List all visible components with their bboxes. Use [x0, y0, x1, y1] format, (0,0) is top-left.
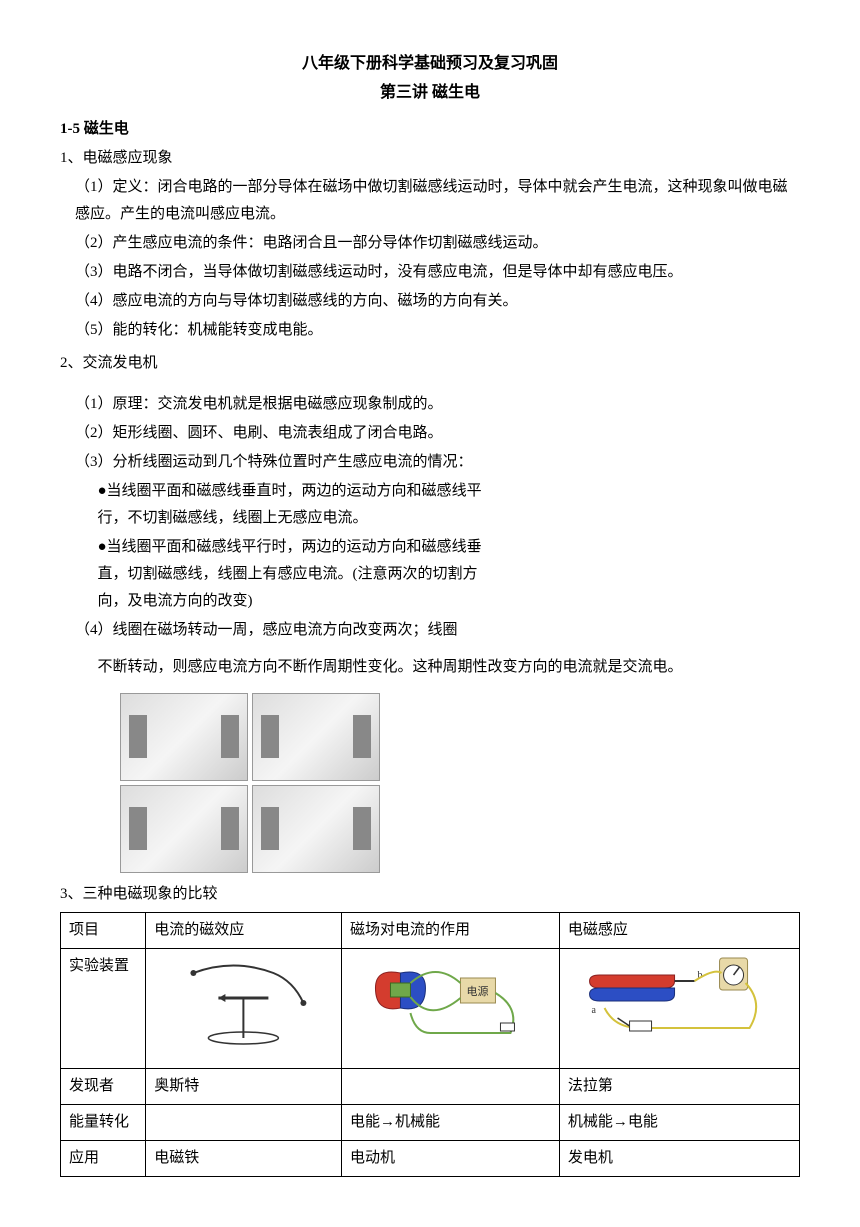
generator-bullet-1: ●当线圈平面和磁感线垂直时，两边的运动方向和磁感线平行，不切割磁感线，线圈上无感…: [60, 478, 504, 532]
table-application-row: 应用 电磁铁 电动机 发电机: [61, 1140, 800, 1176]
device-oersted: [146, 948, 342, 1068]
table-device-row: 实验装置 电源: [61, 948, 800, 1068]
app-c1: 电磁铁: [146, 1140, 342, 1176]
th-magnetic-effect: 电流的磁效应: [146, 912, 342, 948]
app-c3: 发电机: [559, 1140, 799, 1176]
device-motor: 电源: [341, 948, 559, 1068]
motor-svg: 电源: [350, 953, 551, 1053]
generator-g2: （2）矩形线圈、圆环、电刷、电流表组成了闭合电路。: [60, 420, 800, 447]
generator-diagram-cell-1: [120, 693, 248, 781]
device-generator: b a: [559, 948, 799, 1068]
generator-diagram-cell-3: [120, 785, 248, 873]
item-2-title: 2、交流发电机: [60, 350, 800, 377]
item-1-title: 1、电磁感应现象: [60, 145, 800, 172]
definition-p1: （1）定义：闭合电路的一部分导体在磁场中做切割磁感线运动时，导体中就会产生电流，…: [60, 174, 800, 228]
doc-title-1: 八年级下册科学基础预习及复习巩固: [60, 50, 800, 79]
open-circuit-p3: （3）电路不闭合，当导体做切割磁感线运动时，没有感应电流，但是导体中却有感应电压…: [60, 259, 800, 286]
th-field-on-current: 磁场对电流的作用: [341, 912, 559, 948]
generator-g1: （1）原理：交流发电机就是根据电磁感应现象制成的。: [60, 391, 800, 418]
generator-g4b: 不断转动，则感应电流方向不断作周期性变化。这种周期性改变方向的电流就是交流电。: [60, 654, 800, 681]
item-3-title: 3、三种电磁现象的比较: [60, 881, 800, 908]
generator-diagram: [120, 693, 380, 873]
energy-label: 能量转化: [61, 1104, 146, 1140]
discoverer-label: 发现者: [61, 1068, 146, 1104]
energy-c2: 电能→机械能: [341, 1104, 559, 1140]
discoverer-c2: [341, 1068, 559, 1104]
generator-svg: b a: [568, 953, 791, 1053]
discoverer-c3: 法拉第: [559, 1068, 799, 1104]
table-discoverer-row: 发现者 奥斯特 法拉第: [61, 1068, 800, 1104]
device-label: 实验装置: [61, 948, 146, 1068]
condition-p2: （2）产生感应电流的条件：电路闭合且一部分导体作切割磁感线运动。: [60, 230, 800, 257]
energy-c1: [146, 1104, 342, 1140]
th-em-induction: 电磁感应: [559, 912, 799, 948]
section-1-5-heading: 1-5 磁生电: [60, 116, 800, 143]
energy-c3: 机械能→电能: [559, 1104, 799, 1140]
table-header-row: 项目 电流的磁效应 磁场对电流的作用 电磁感应: [61, 912, 800, 948]
generator-diagram-cell-4: [252, 785, 380, 873]
discoverer-c1: 奥斯特: [146, 1068, 342, 1104]
svg-text:a: a: [591, 1005, 596, 1016]
app-label: 应用: [61, 1140, 146, 1176]
energy-p5: （5）能的转化：机械能转变成电能。: [60, 317, 800, 344]
generator-g4: （4）线圈在磁场转动一周，感应电流方向改变两次；线圈: [60, 617, 800, 644]
comparison-table: 项目 电流的磁效应 磁场对电流的作用 电磁感应 实验装置 电源: [60, 912, 800, 1177]
generator-bullet-2: ●当线圈平面和磁感线平行时，两边的运动方向和磁感线垂直，切割磁感线，线圈上有感应…: [60, 534, 504, 615]
doc-title-2: 第三讲 磁生电: [60, 79, 800, 108]
generator-g3: （3）分析线圈运动到几个特殊位置时产生感应电流的情况：: [60, 449, 800, 476]
th-project: 项目: [61, 912, 146, 948]
app-c2: 电动机: [341, 1140, 559, 1176]
table-energy-row: 能量转化 电能→机械能 机械能→电能: [61, 1104, 800, 1140]
generator-diagram-cell-2: [252, 693, 380, 781]
svg-text:电源: 电源: [466, 984, 488, 998]
direction-p4: （4）感应电流的方向与导体切割磁感线的方向、磁场的方向有关。: [60, 288, 800, 315]
oersted-svg: [154, 953, 333, 1053]
